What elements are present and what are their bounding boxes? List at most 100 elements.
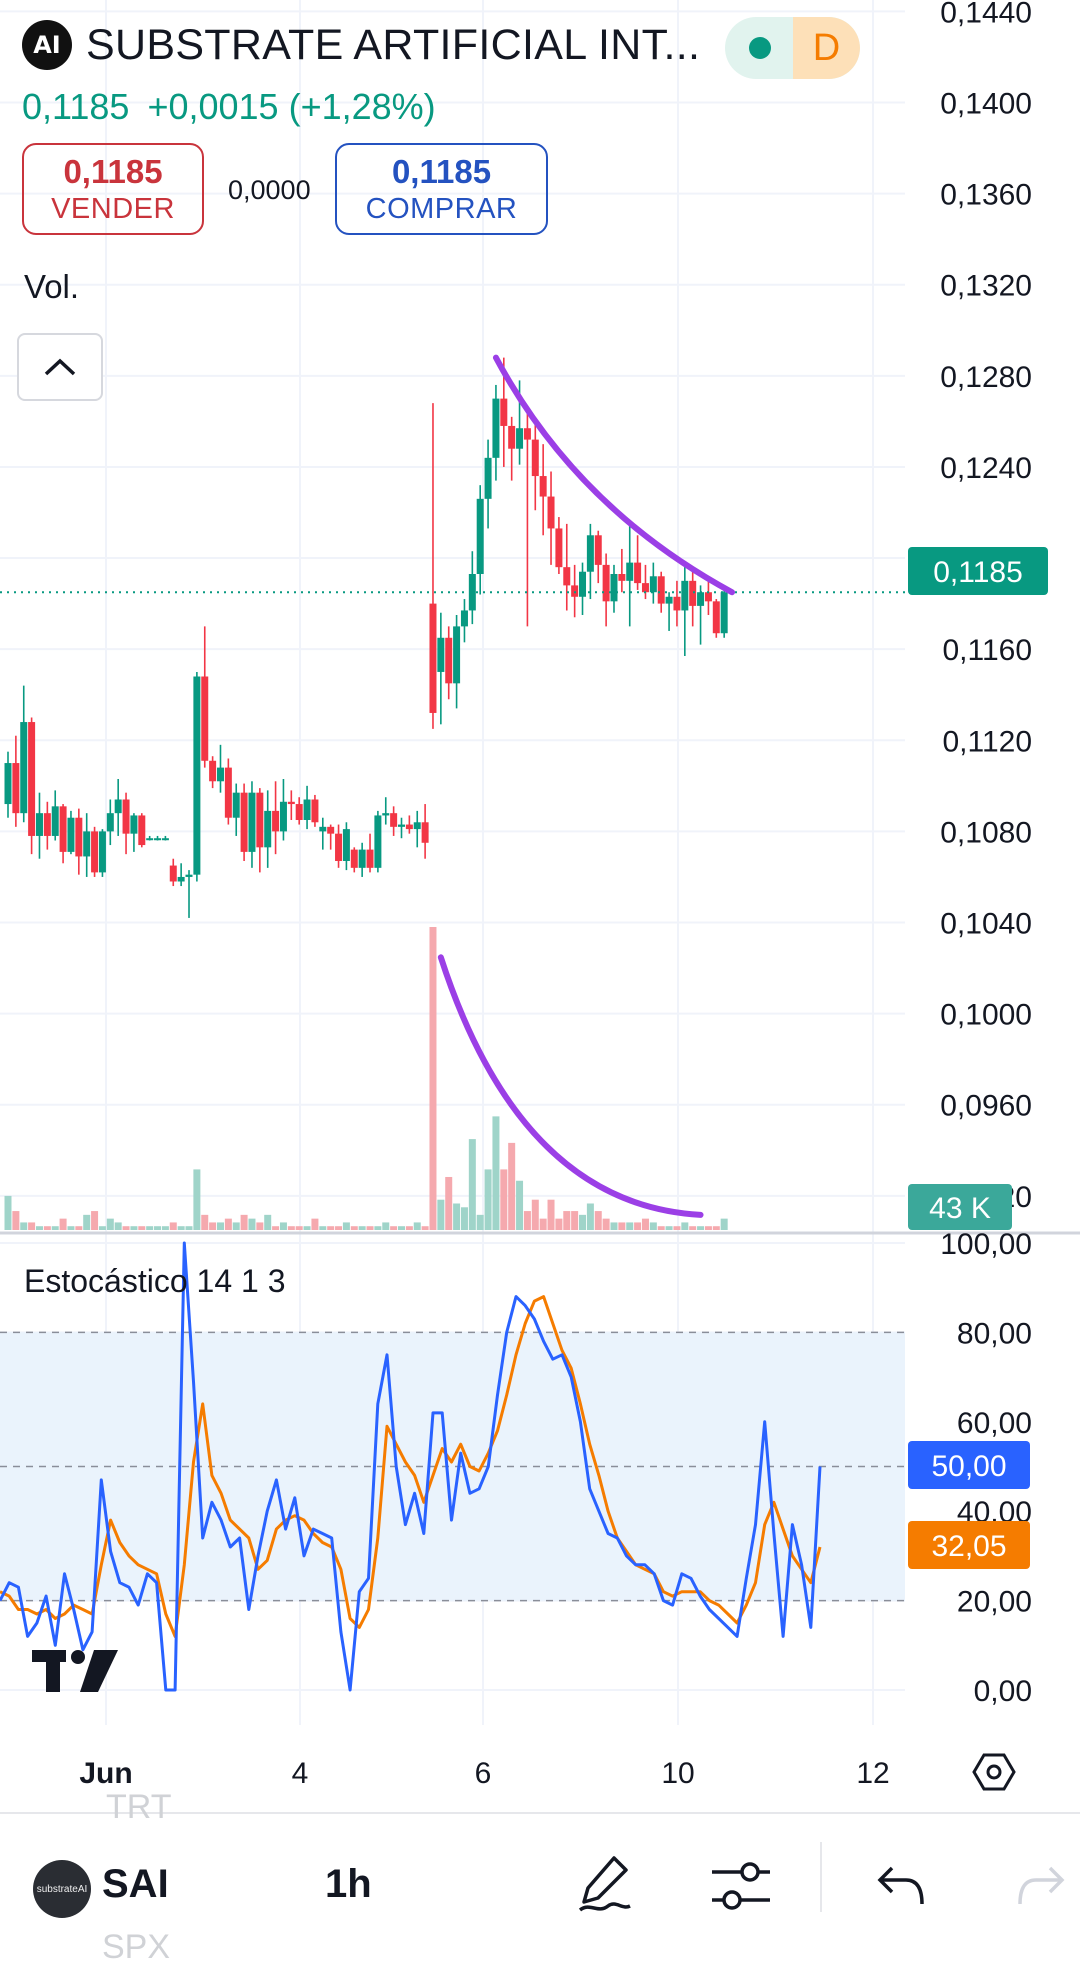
volume-bar <box>689 1226 697 1230</box>
candle-body <box>67 817 75 852</box>
candle <box>248 781 256 868</box>
bottom-toolbar: TRT SPX <box>0 1788 1080 1966</box>
candle <box>311 794 319 827</box>
stoch-k-badge-text: 50,00 <box>931 1450 1006 1483</box>
stoch-d-line <box>0 1295 822 1638</box>
volume-bar <box>657 1226 665 1230</box>
candle-body <box>602 564 610 602</box>
volume-bar <box>51 1226 59 1230</box>
volume-bar <box>516 1180 524 1230</box>
candle-body <box>634 562 642 584</box>
candle-body <box>555 528 563 568</box>
candle-body <box>75 817 83 857</box>
volume-bar <box>193 1169 201 1230</box>
sell-button[interactable]: 0,1185 VENDER <box>22 143 204 235</box>
candle <box>59 804 67 864</box>
candle <box>146 835 154 841</box>
candle-body <box>98 831 106 873</box>
candle-body <box>161 838 169 841</box>
time-tick-label: 12 <box>856 1757 889 1790</box>
settings-hexagon-icon[interactable] <box>972 1753 1016 1791</box>
volume-bar <box>366 1226 374 1230</box>
candle-body <box>35 813 43 836</box>
candle-body <box>571 585 579 597</box>
candle-body <box>366 849 374 868</box>
volume-bar <box>586 1203 594 1230</box>
timeframe-selector[interactable]: 1h <box>325 1862 372 1906</box>
candle <box>539 444 547 536</box>
time-tick-label: 10 <box>661 1757 694 1790</box>
candle <box>563 523 571 611</box>
delayed-data-badge: D <box>793 17 860 79</box>
candle-body <box>610 574 618 602</box>
price-summary: 0,1185 +0,0015 (+1,28%) <box>22 86 436 128</box>
symbol-title[interactable]: SUBSTRATE ARTIFICIAL INT... <box>86 20 701 69</box>
stochastic-label[interactable]: Estocástico 14 1 3 <box>24 1263 286 1299</box>
symbol-header[interactable]: AI SUBSTRATE ARTIFICIAL INT... <box>22 20 700 70</box>
volume-bars <box>4 927 728 1230</box>
candle-body <box>413 822 421 830</box>
sell-price: 0,1185 <box>63 153 163 190</box>
ghost-symbol-above: TRT <box>106 1788 172 1826</box>
collapse-button[interactable] <box>17 333 103 401</box>
price-badge-text: 0,1185 <box>933 556 1023 589</box>
volume-bar <box>335 1226 343 1230</box>
candle-body <box>445 637 453 684</box>
volume-bar <box>492 1116 500 1230</box>
candle-body <box>154 838 162 841</box>
price-tick-label: 0,1280 <box>940 361 1032 394</box>
candle <box>413 810 421 848</box>
volume-bar <box>523 1211 531 1230</box>
stoch-k-badge: 50,00 <box>908 1441 1030 1489</box>
candle <box>689 571 697 627</box>
volume-bar <box>303 1226 311 1230</box>
candle-body <box>59 806 67 852</box>
candle-body <box>287 801 295 805</box>
market-status-pill[interactable]: D <box>725 17 860 79</box>
volume-bar <box>382 1222 390 1230</box>
redo-icon[interactable] <box>1016 1864 1066 1908</box>
volume-bar <box>531 1199 539 1230</box>
candle-body <box>460 610 468 627</box>
candle <box>390 806 398 836</box>
candle-body <box>130 815 138 834</box>
stoch-tick-label: 100,00 <box>940 1228 1032 1261</box>
symbol-avatar[interactable]: substrateAI <box>33 1860 91 1918</box>
candle-body <box>319 826 327 832</box>
volume-bar <box>279 1222 287 1230</box>
candle <box>35 792 43 859</box>
candle <box>602 553 610 627</box>
undo-icon[interactable] <box>876 1864 926 1908</box>
stoch-d-badge: 32,05 <box>908 1521 1030 1569</box>
volume-label[interactable]: Vol. <box>24 268 80 305</box>
candle <box>445 626 453 700</box>
candle-body <box>689 580 697 606</box>
volume-bar <box>67 1226 75 1230</box>
indicator-sliders-icon[interactable] <box>710 1858 772 1914</box>
candle <box>405 815 413 834</box>
candle <box>626 521 634 627</box>
candle-body <box>586 535 594 572</box>
candle <box>697 585 705 645</box>
candle-body <box>618 574 626 581</box>
volume-bar <box>697 1226 705 1230</box>
candle <box>279 779 287 841</box>
candle <box>618 548 626 593</box>
candle <box>720 589 728 638</box>
candle-body <box>311 799 319 823</box>
volume-bar <box>445 1176 453 1230</box>
candle-body <box>335 833 343 861</box>
symbol-selector[interactable]: SAI <box>102 1862 169 1906</box>
buy-button[interactable]: 0,1185 COMPRAR <box>335 143 548 235</box>
candle-body <box>327 826 335 834</box>
time-axis: Jun 4 6 10 12 <box>79 1757 889 1790</box>
ghost-symbol-below: SPX <box>102 1928 171 1966</box>
volume-bar <box>342 1222 350 1230</box>
volume-bar <box>665 1226 673 1230</box>
candle <box>468 551 476 625</box>
drawing-pen-icon[interactable] <box>576 1852 636 1916</box>
candle-body <box>476 498 484 574</box>
volume-bar <box>484 1169 492 1230</box>
candle-body <box>4 763 12 805</box>
